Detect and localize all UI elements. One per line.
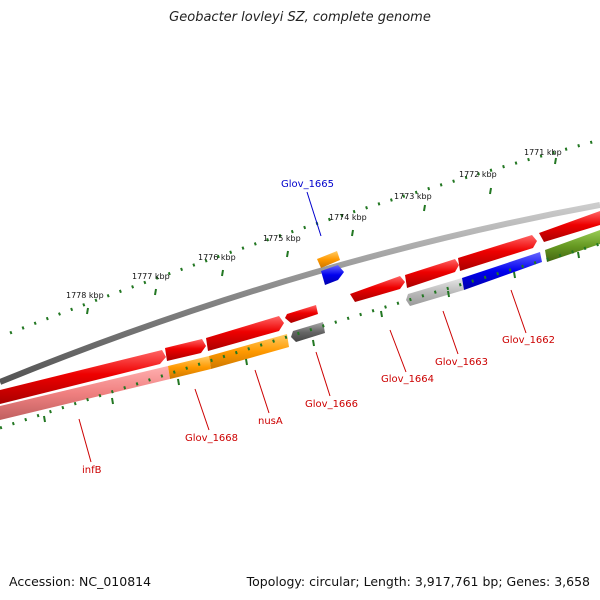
gene-arrow bbox=[539, 211, 600, 242]
reverse-strand-features bbox=[0, 230, 600, 420]
gene-arrow bbox=[206, 316, 284, 351]
gene-arrow bbox=[0, 350, 166, 404]
outer-scale-track bbox=[9, 138, 600, 335]
forward-strand-features bbox=[0, 211, 600, 404]
gene-arrow bbox=[350, 276, 405, 302]
callout-nusa bbox=[254, 369, 270, 414]
outer-major-ticks bbox=[86, 157, 557, 315]
scale-label-1776: 1776 kbp bbox=[198, 253, 236, 262]
scale-label-1777: 1777 kbp bbox=[132, 272, 170, 281]
inner-major-ticks bbox=[43, 251, 580, 423]
scale-label-1773: 1773 kbp bbox=[394, 192, 432, 201]
gene-arrow bbox=[545, 230, 600, 262]
gene-label-glov1668: Glov_1668 bbox=[185, 433, 238, 444]
gene-label-glov1666: Glov_1666 bbox=[305, 399, 358, 410]
accession-text: Accession: NC_010814 bbox=[9, 574, 152, 589]
scale-labels: 1771 kbp 1772 kbp 1773 kbp 1774 kbp 1775… bbox=[66, 148, 562, 300]
gene-arrow bbox=[0, 366, 170, 420]
callout-lines bbox=[78, 191, 527, 463]
gene-arrow bbox=[321, 265, 344, 285]
gene-label-nusa: nusA bbox=[258, 416, 283, 427]
gene-arrow bbox=[291, 322, 325, 342]
gene-arrow bbox=[168, 356, 211, 379]
scale-label-1771: 1771 kbp bbox=[524, 148, 562, 157]
gene-arrow bbox=[209, 334, 289, 369]
genome-summary-text: Topology: circular; Length: 3,917,761 bp… bbox=[246, 574, 590, 589]
gene-arrow bbox=[165, 339, 206, 361]
scale-label-1778: 1778 kbp bbox=[66, 291, 104, 300]
gene-arrow bbox=[285, 305, 318, 323]
gene-arrow bbox=[462, 252, 542, 290]
gene-label-glov1665: Glov_1665 bbox=[281, 179, 334, 190]
callout-glov1666 bbox=[315, 351, 331, 397]
callout-glov1662 bbox=[510, 289, 527, 334]
gene-label-infb: infB bbox=[82, 465, 102, 476]
gene-labels: Glov_1665 Glov_1662 Glov_1663 Glov_1664 … bbox=[82, 179, 555, 476]
gene-label-glov1663: Glov_1663 bbox=[435, 357, 488, 368]
callout-infb bbox=[78, 418, 92, 463]
gene-arrow bbox=[405, 259, 459, 288]
callout-glov1663 bbox=[442, 310, 459, 355]
genome-backbone bbox=[0, 202, 600, 385]
gene-label-glov1662: Glov_1662 bbox=[502, 335, 555, 346]
callout-glov1664 bbox=[389, 329, 407, 373]
gene-arrow bbox=[317, 251, 340, 268]
scale-label-1772: 1772 kbp bbox=[459, 170, 497, 179]
callout-glov1665 bbox=[306, 191, 322, 237]
inner-scale-track bbox=[0, 242, 600, 430]
gene-label-glov1664: Glov_1664 bbox=[381, 374, 434, 385]
map-title: Geobacter lovleyi SZ, complete genome bbox=[169, 10, 431, 25]
callout-glov1668 bbox=[194, 388, 210, 431]
scale-label-1774: 1774 kbp bbox=[329, 213, 367, 222]
gene-arrow bbox=[458, 235, 537, 271]
scale-label-1775: 1775 kbp bbox=[263, 234, 301, 243]
